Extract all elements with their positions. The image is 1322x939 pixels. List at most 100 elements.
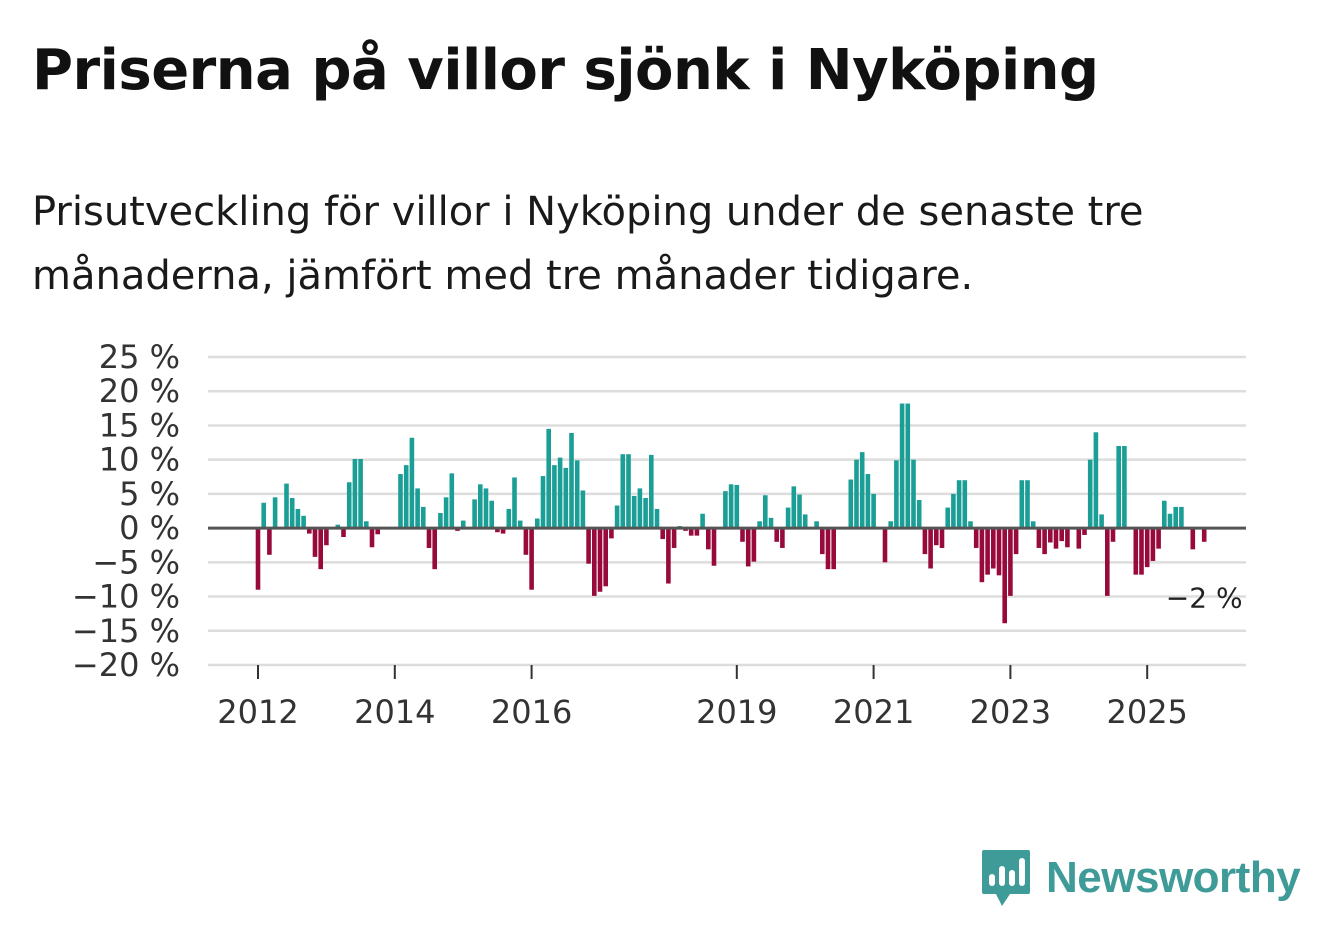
x-tick-label: 2025 [1106,693,1187,731]
bar-positive [1173,506,1178,529]
bar-negative [255,528,261,590]
bar-positive [1093,432,1099,529]
bar-negative [774,528,779,542]
bar-positive [734,484,740,529]
bar-positive [951,493,956,529]
bar-negative [375,528,380,535]
bar-positive [398,474,403,529]
bar-negative [1105,528,1110,596]
bar-negative [1048,528,1053,543]
newsworthy-logo-icon [982,850,1030,906]
bar-negative [432,528,437,570]
bar-positive [364,521,369,529]
bar-negative [751,528,757,562]
bar-positive [649,454,654,529]
bar-negative [1144,528,1150,568]
bar-negative [312,528,318,557]
bar-negative [523,528,529,555]
bar-negative [426,528,432,548]
y-tick-label: −15 % [72,612,180,650]
chart-subtitle: Prisutveckling för villor i Nyköping und… [32,189,1144,299]
bar-negative [1156,528,1161,549]
bar-negative [820,528,825,555]
bar-chart: 25 %20 %15 %10 %5 %0 %−5 %−10 %−15 %−20 … [72,338,1246,731]
bar-positive [899,403,905,529]
bar-positive [956,480,962,529]
bar-positive [478,484,483,529]
bar-positive [1122,445,1127,529]
bar-negative [666,528,671,584]
x-axis: 2012 2014 2016 2019 2021 2023 2025 [208,664,1246,731]
bar-negative [1008,528,1013,596]
bar-negative [324,528,329,546]
bar-positive [512,477,517,529]
bar-negative [939,528,945,548]
bar-positive [643,497,648,529]
bar-negative [706,528,711,550]
bar-negative [1201,528,1207,542]
bar-negative [1110,528,1116,542]
bar-positive [700,513,705,529]
bar-positive [483,488,489,529]
bar-negative [341,528,346,538]
bar-negative [609,528,614,539]
bar-positive [763,495,768,529]
bar-positive [449,473,455,529]
bar-positive [1087,459,1093,529]
bar-positive [945,507,950,529]
bar-positive [540,476,546,529]
bar-positive [346,482,352,529]
bar-positive [654,508,660,529]
bar-positive [552,465,557,529]
bar-positive [506,508,512,529]
x-tick-label: 2023 [970,693,1051,731]
bar-positive [814,521,819,529]
bar-negative [671,528,677,548]
y-tick-label: 20 % [99,372,180,410]
y-tick-label: −20 % [72,646,180,684]
bar-positive [535,518,540,529]
bar-positive [489,500,494,529]
bar-negative [1139,528,1144,575]
y-tick-label: 10 % [99,441,180,479]
bar-negative [825,528,831,570]
bar-positive [865,474,871,529]
bar-positive [911,459,916,529]
bar-negative [922,528,928,555]
bars [255,403,1207,624]
annotations: −2 % [1166,581,1243,614]
bar-positive [962,480,968,529]
bar-positive [1030,521,1036,529]
newsworthy-brand: Newsworthy [980,848,1301,908]
bar-positive [409,437,415,529]
bar-positive [460,520,466,529]
bar-positive [421,506,426,529]
brand-name: Newsworthy [1046,853,1301,902]
x-tick-label: 2019 [696,693,777,731]
x-tick-label: 2021 [833,693,914,731]
bar-negative [991,528,996,569]
bar-positive [557,457,563,529]
bar-positive [1167,513,1173,529]
bar-positive [289,497,295,529]
bar-negative [694,528,700,536]
y-tick-label: −10 % [72,578,180,616]
bar-negative [660,528,665,540]
bar-negative [745,528,751,567]
bar-negative [780,528,785,548]
x-tick-label: 2014 [354,693,435,731]
bar-positive [261,502,266,529]
x-tick-label: 2016 [491,693,572,731]
x-tick-label: 2012 [217,693,298,731]
chart-title: Priserna på villor sjönk i Nyköping [32,38,1099,103]
bar-positive [785,507,791,529]
y-tick-label: 15 % [99,406,180,444]
y-tick-label: 25 % [99,338,180,376]
bar-negative [979,528,985,583]
bar-negative [369,528,375,548]
bar-positive [352,458,358,529]
bar-negative [495,528,500,533]
bar-positive [802,514,808,529]
bar-positive [723,491,728,529]
bar-positive [272,497,278,529]
